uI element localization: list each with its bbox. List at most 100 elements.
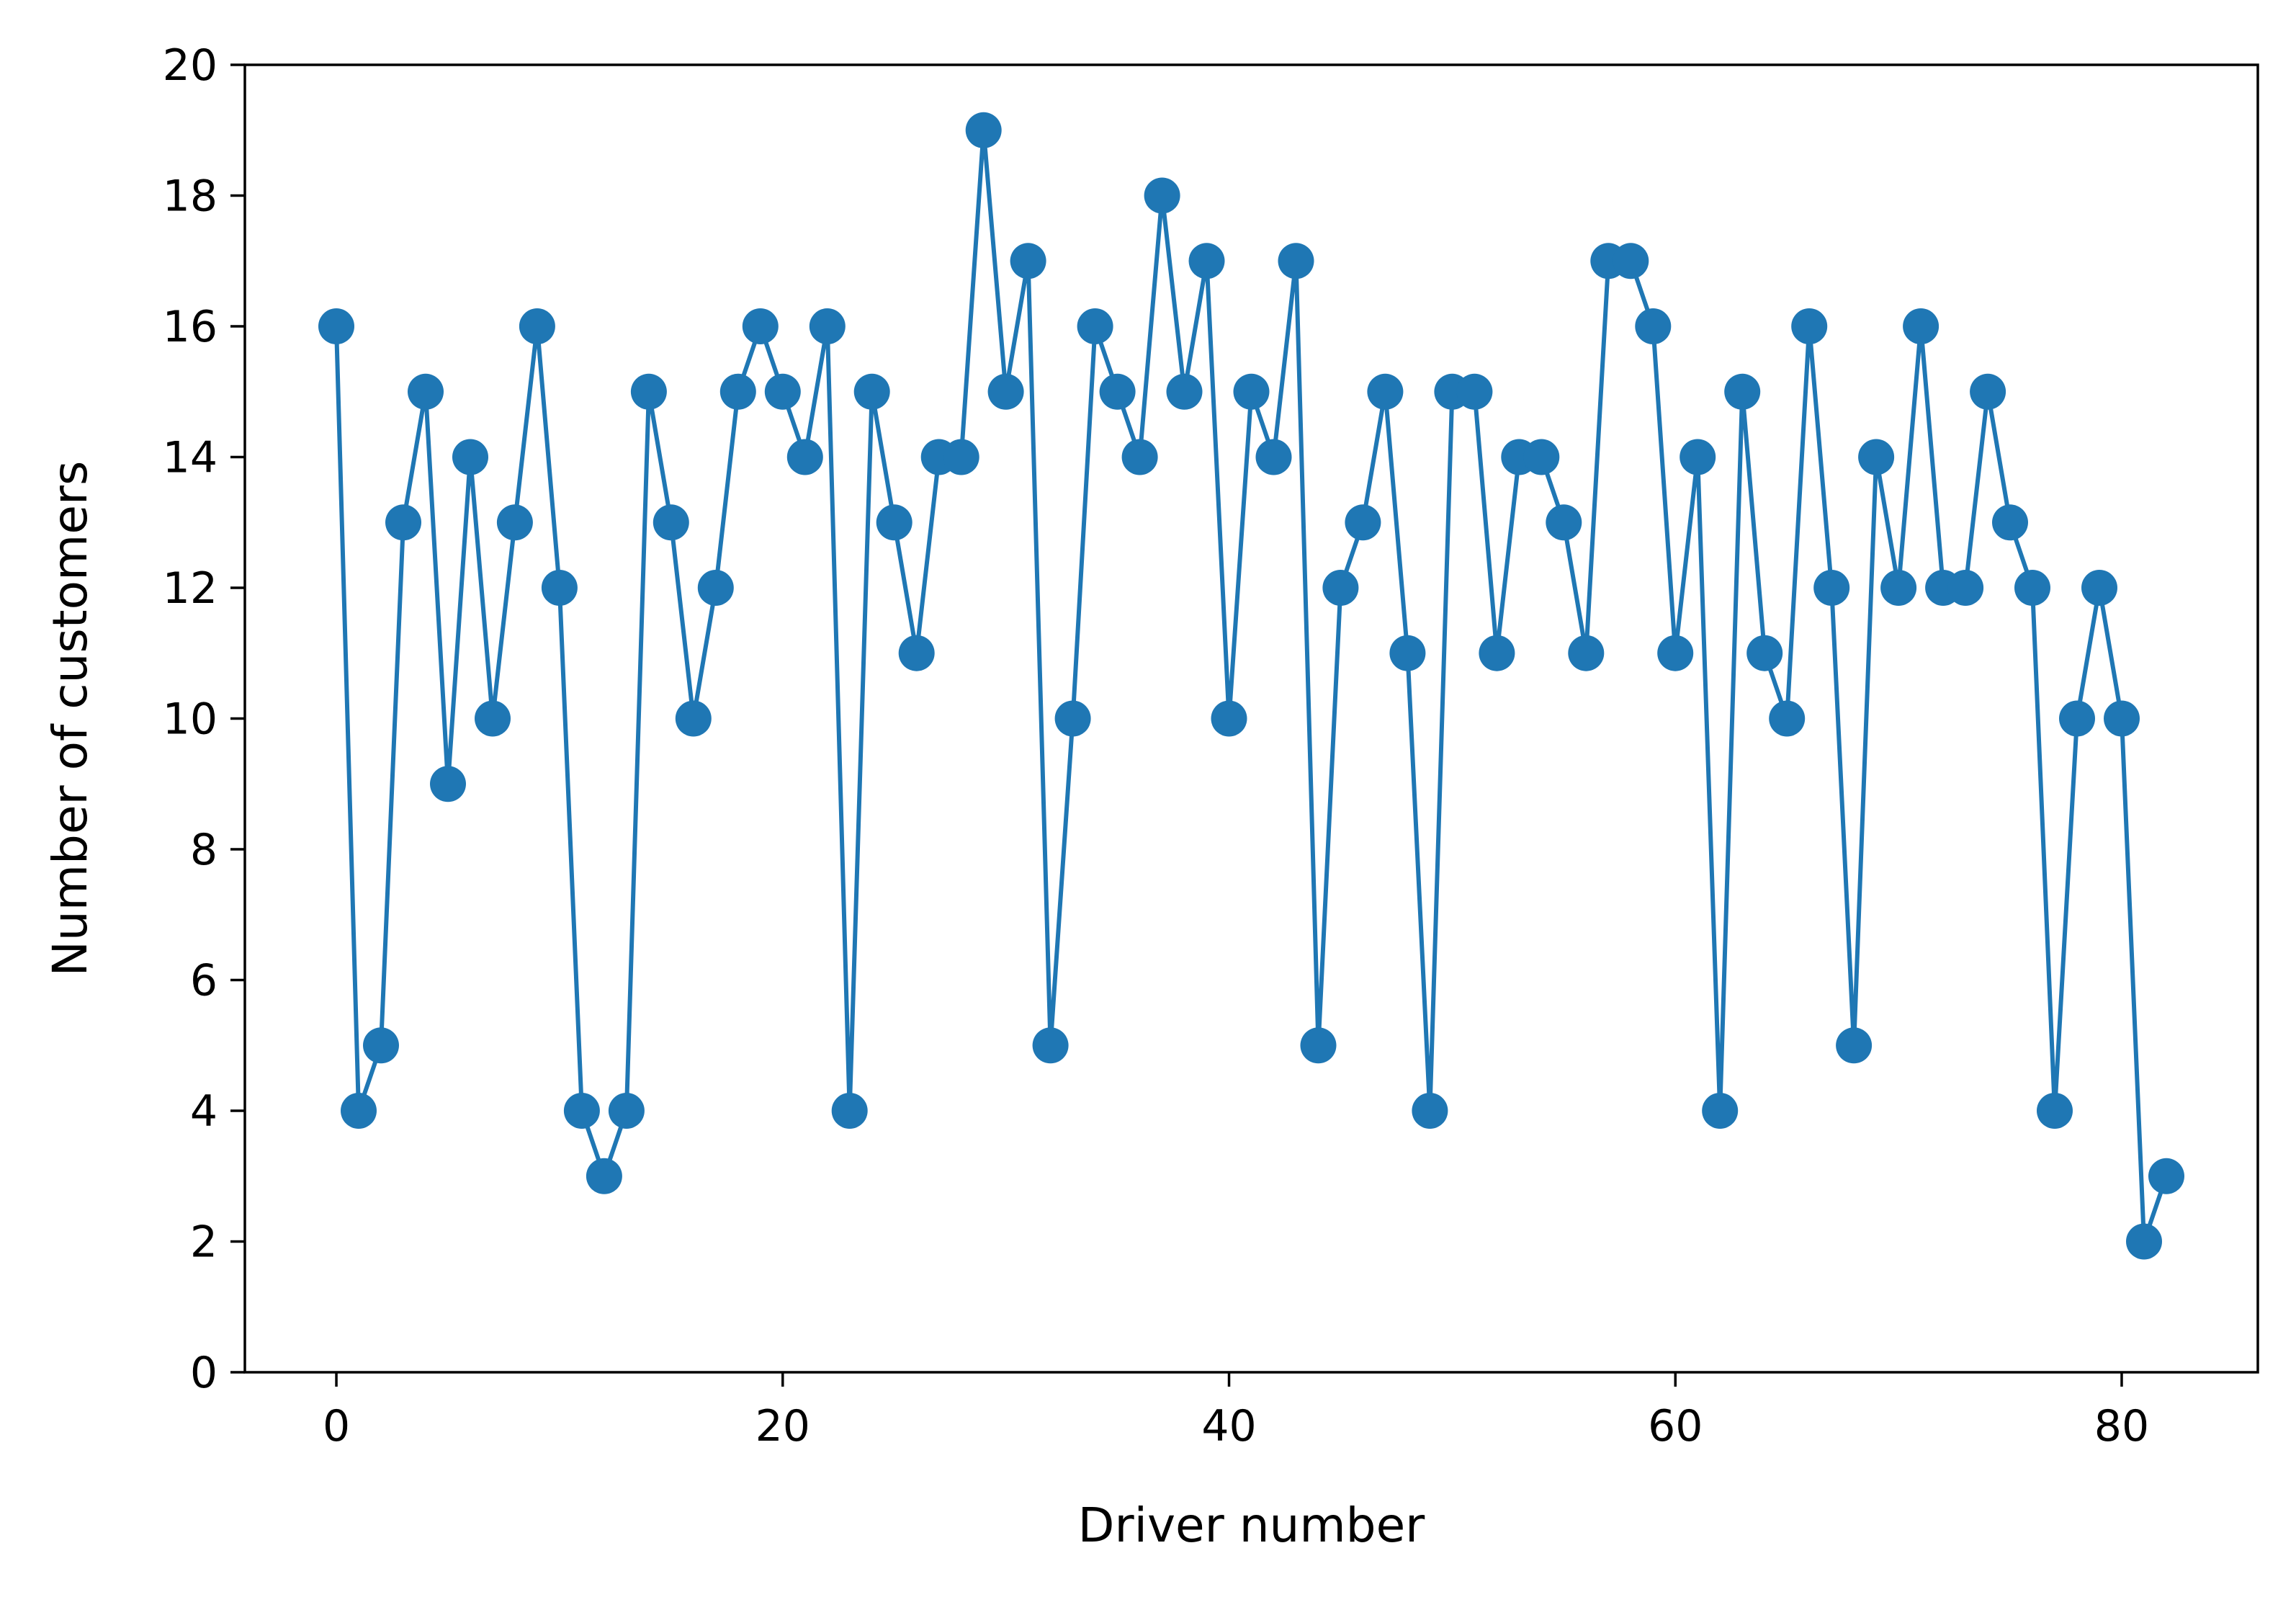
data-point <box>1188 243 1225 279</box>
data-point <box>1546 504 1582 541</box>
data-point <box>1880 570 1917 606</box>
data-point <box>1702 1093 1739 1129</box>
data-point <box>831 1093 868 1129</box>
y-tick-label: 8 <box>190 825 218 875</box>
data-point <box>1746 635 1783 671</box>
data-point <box>1099 373 1136 410</box>
data-point <box>697 570 734 606</box>
data-point <box>1255 439 1292 475</box>
data-point <box>630 373 667 410</box>
data-point <box>898 635 935 671</box>
data-point <box>318 308 354 344</box>
data-point <box>1791 308 1828 344</box>
data-point <box>876 504 912 541</box>
data-point <box>408 373 444 410</box>
data-point <box>742 308 779 344</box>
plot-area <box>318 112 2184 1260</box>
data-point <box>586 1158 622 1194</box>
y-tick-label: 2 <box>190 1217 218 1268</box>
data-point <box>1322 570 1359 606</box>
data-point <box>965 112 1002 148</box>
data-point <box>1523 439 1560 475</box>
data-point <box>1657 635 1694 671</box>
y-tick-label: 4 <box>190 1086 218 1137</box>
axes: 0 20 40 60 80 0 2 4 6 8 10 12 14 16 18 20 <box>163 40 2259 1451</box>
data-point <box>675 700 712 737</box>
data-point <box>1300 1027 1337 1064</box>
data-point <box>764 373 801 410</box>
x-tick-label: 80 <box>2094 1401 2149 1451</box>
data-point <box>430 766 466 802</box>
data-point <box>2014 570 2050 606</box>
data-point <box>1233 373 1270 410</box>
data-point <box>541 570 578 606</box>
data-point <box>1947 570 1984 606</box>
data-point <box>1635 308 1672 344</box>
data-point <box>1613 243 1649 279</box>
data-point <box>1836 1027 1873 1064</box>
data-point <box>1412 1093 1448 1129</box>
y-tick-label: 16 <box>163 302 218 352</box>
data-point <box>475 700 511 737</box>
data-point <box>452 439 488 475</box>
data-point <box>1568 635 1605 671</box>
y-tick-label: 0 <box>190 1348 218 1398</box>
data-point <box>809 308 846 344</box>
data-point <box>1769 700 1806 737</box>
data-point <box>1813 570 1850 606</box>
data-point <box>1144 177 1180 214</box>
x-tick-label: 40 <box>1201 1401 1256 1451</box>
data-point <box>786 439 823 475</box>
x-tick-label: 20 <box>755 1401 810 1451</box>
data-point <box>1367 373 1404 410</box>
x-tick-label: 0 <box>323 1401 350 1451</box>
data-point <box>1077 308 1113 344</box>
data-point <box>563 1093 600 1129</box>
data-point <box>1389 635 1426 671</box>
data-point <box>2126 1223 2162 1260</box>
y-tick-label: 18 <box>163 171 218 222</box>
data-point <box>1680 439 1716 475</box>
data-point <box>363 1027 399 1064</box>
data-point <box>1479 635 1515 671</box>
data-point <box>1211 700 1247 737</box>
data-point <box>496 504 533 541</box>
data-point <box>1903 308 1940 344</box>
y-axis-label: Number of customers <box>42 461 98 977</box>
data-point <box>1992 504 2028 541</box>
data-point <box>719 373 756 410</box>
data-point <box>2059 700 2095 737</box>
data-point <box>1032 1027 1069 1064</box>
data-point <box>1278 243 1314 279</box>
data-point <box>1456 373 1493 410</box>
data-point <box>519 308 555 344</box>
data-point <box>653 504 689 541</box>
data-point <box>1010 243 1046 279</box>
y-tick-label: 12 <box>163 563 218 614</box>
data-point <box>1724 373 1761 410</box>
y-tick-label: 10 <box>163 694 218 745</box>
data-point <box>2148 1158 2184 1194</box>
data-point <box>1166 373 1203 410</box>
data-point <box>2037 1093 2073 1129</box>
x-tick-label: 60 <box>1648 1401 1703 1451</box>
data-point <box>341 1093 377 1129</box>
data-point <box>1121 439 1158 475</box>
y-tick-label: 20 <box>163 40 218 91</box>
data-point <box>987 373 1024 410</box>
data-point <box>1858 439 1895 475</box>
y-tick-label: 14 <box>163 433 218 483</box>
data-point <box>853 373 890 410</box>
x-axis-label: Driver number <box>1078 1498 1426 1553</box>
data-point <box>943 439 979 475</box>
y-tick-label: 6 <box>190 956 218 1006</box>
data-point <box>1345 504 1381 541</box>
data-point <box>608 1093 645 1129</box>
data-point <box>2081 570 2117 606</box>
data-point <box>385 504 421 541</box>
data-point <box>1054 700 1091 737</box>
data-point <box>1970 373 2006 410</box>
data-point <box>2104 700 2140 737</box>
